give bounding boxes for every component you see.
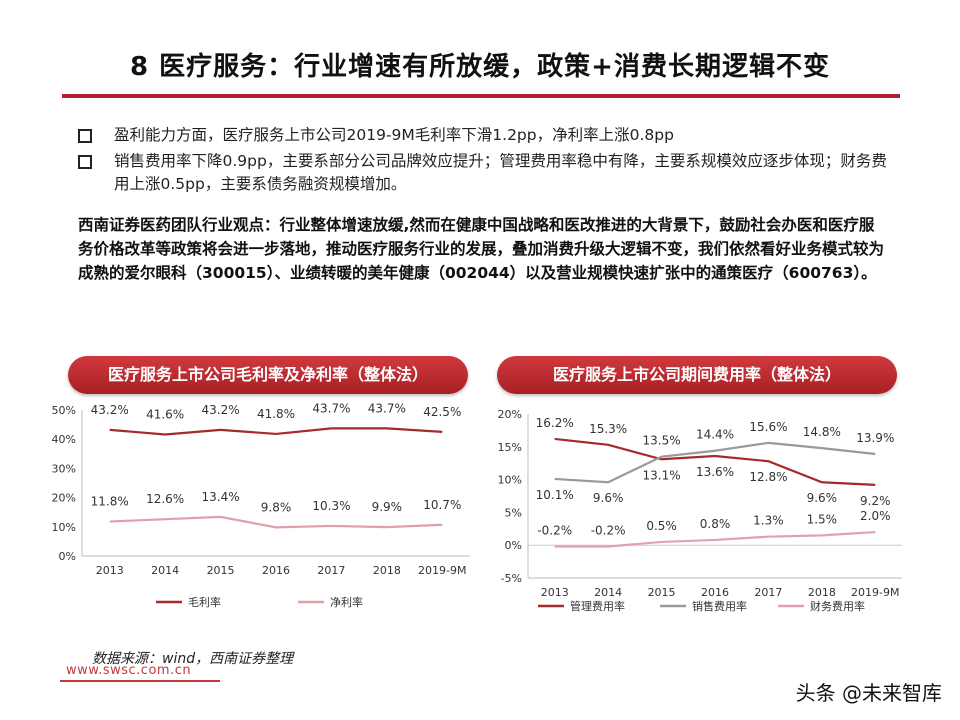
data-label: 9.2% — [860, 494, 891, 508]
page-title: 8 医疗服务：行业增速有所放缓，政策+消费长期逻辑不变 — [130, 52, 830, 82]
y-tick-label: 5% — [505, 506, 522, 519]
data-label: 13.9% — [856, 431, 894, 445]
data-label: 0.8% — [700, 517, 731, 531]
data-label: 1.3% — [753, 514, 784, 528]
data-label: 9.6% — [807, 491, 838, 505]
data-label: 9.9% — [372, 500, 403, 514]
bullet-list: 盈利能力方面，医疗服务上市公司2019-9M毛利率下滑1.2pp，净利率上涨0.… — [78, 124, 898, 199]
x-tick-label: 2019-9M — [851, 586, 899, 599]
margin-line-chart: 0% 10% 20% 30% 40% 50% 2013 2014 2015 2016 2017 201… — [52, 401, 470, 609]
title-divider — [62, 94, 900, 98]
x-tick-label: 2017 — [317, 564, 345, 577]
data-label: 15.3% — [589, 422, 627, 436]
data-label: 14.8% — [803, 425, 841, 439]
y-tick-label: 0% — [59, 550, 76, 563]
x-tick-label: 2019-9M — [418, 564, 466, 577]
x-tick-label: 2014 — [151, 564, 179, 577]
data-label: 13.1% — [643, 468, 681, 482]
data-label: 43.2% — [202, 403, 240, 417]
x-tick-label: 2018 — [373, 564, 401, 577]
expense-line-chart: -5% 0% 5% 10% 15% 20% 2013 2014 2015 2016 2017 2018… — [498, 408, 902, 613]
x-tick-label: 2016 — [262, 564, 290, 577]
y-tick-label: 20% — [498, 408, 522, 421]
data-label: 10.1% — [536, 488, 574, 502]
x-tick-label: 2015 — [648, 586, 676, 599]
y-tick-label: 50% — [52, 404, 76, 417]
y-tick-label: 10% — [498, 474, 522, 487]
data-label: 41.6% — [146, 408, 184, 422]
legend-label: 财务费用率 — [810, 599, 865, 613]
data-label: 43.7% — [312, 401, 350, 415]
data-label: 9.8% — [261, 500, 292, 514]
series-line-2 — [109, 515, 443, 529]
data-source: 数据来源：wind，西南证券整理 — [92, 651, 294, 667]
bullet-item: 销售费用率下降0.9pp，主要系部分公司品牌效应提升；管理费用率稳中有降，主要系… — [78, 150, 898, 196]
data-label: 13.6% — [696, 465, 734, 479]
chart2-title: 医疗服务上市公司期间费用率（整体法） — [497, 356, 897, 394]
x-tick-label: 2015 — [207, 564, 235, 577]
data-label: 1.5% — [807, 512, 838, 526]
bullet-text: 盈利能力方面，医疗服务上市公司2019-9M毛利率下滑1.2pp，净利率上涨0.… — [114, 126, 674, 144]
series-line-2 — [554, 441, 876, 484]
data-label: 43.2% — [91, 403, 129, 417]
series-line-3 — [554, 530, 876, 548]
x-tick-label: 2013 — [96, 564, 124, 577]
data-label: 12.6% — [146, 492, 184, 506]
legend-label: 净利率 — [330, 595, 363, 609]
legend-label: 销售费用率 — [692, 599, 747, 613]
data-label: 42.5% — [423, 405, 461, 419]
y-tick-label: 30% — [52, 462, 76, 475]
x-tick-label: 2014 — [594, 586, 622, 599]
data-label: -0.2% — [591, 524, 626, 538]
y-tick-label: 15% — [498, 441, 522, 454]
y-tick-label: -5% — [501, 572, 522, 585]
team-viewpoint: 西南证券医药团队行业观点：行业整体增速放缓,然而在健康中国战略和医改推进的大背景… — [78, 216, 885, 282]
x-tick-label: 2018 — [808, 586, 836, 599]
square-bullet-icon — [78, 129, 92, 143]
data-label: 9.6% — [593, 491, 624, 505]
x-tick-label: 2013 — [541, 586, 569, 599]
series-line-1 — [109, 427, 443, 436]
data-label: 14.4% — [696, 428, 734, 442]
watermark: 头条 @未来智库 — [795, 681, 942, 705]
data-label: -0.2% — [537, 524, 572, 538]
data-label: 13.4% — [202, 490, 240, 504]
legend-label: 毛利率 — [188, 595, 221, 609]
site-underline — [60, 680, 220, 682]
chart1-title: 医疗服务上市公司毛利率及净利率（整体法） — [68, 356, 468, 394]
y-tick-label: 40% — [52, 433, 76, 446]
y-tick-label: 20% — [52, 492, 76, 505]
data-label: 11.8% — [91, 495, 129, 509]
x-tick-label: 2017 — [754, 586, 782, 599]
square-bullet-icon — [78, 155, 92, 169]
data-label: 2.0% — [860, 509, 891, 523]
series-line-1 — [554, 437, 876, 486]
y-tick-label: 0% — [505, 539, 522, 552]
legend-label: 管理费用率 — [570, 599, 625, 613]
x-tick-label: 2016 — [701, 586, 729, 599]
data-label: 12.8% — [749, 470, 787, 484]
bullet-item: 盈利能力方面，医疗服务上市公司2019-9M毛利率下滑1.2pp，净利率上涨0.… — [78, 124, 898, 147]
y-tick-label: 10% — [52, 521, 76, 534]
data-label: 16.2% — [536, 416, 574, 430]
data-label: 0.5% — [646, 519, 677, 533]
data-label: 15.6% — [749, 420, 787, 434]
bullet-text: 销售费用率下降0.9pp，主要系部分公司品牌效应提升；管理费用率稳中有降，主要系… — [114, 152, 887, 193]
data-label: 41.8% — [257, 407, 295, 421]
data-label: 10.7% — [423, 498, 461, 512]
website-link[interactable]: www.swsc.com.cn — [66, 663, 192, 678]
data-label: 43.7% — [368, 401, 406, 415]
data-label: 13.5% — [643, 434, 681, 448]
data-label: 10.3% — [312, 499, 350, 513]
